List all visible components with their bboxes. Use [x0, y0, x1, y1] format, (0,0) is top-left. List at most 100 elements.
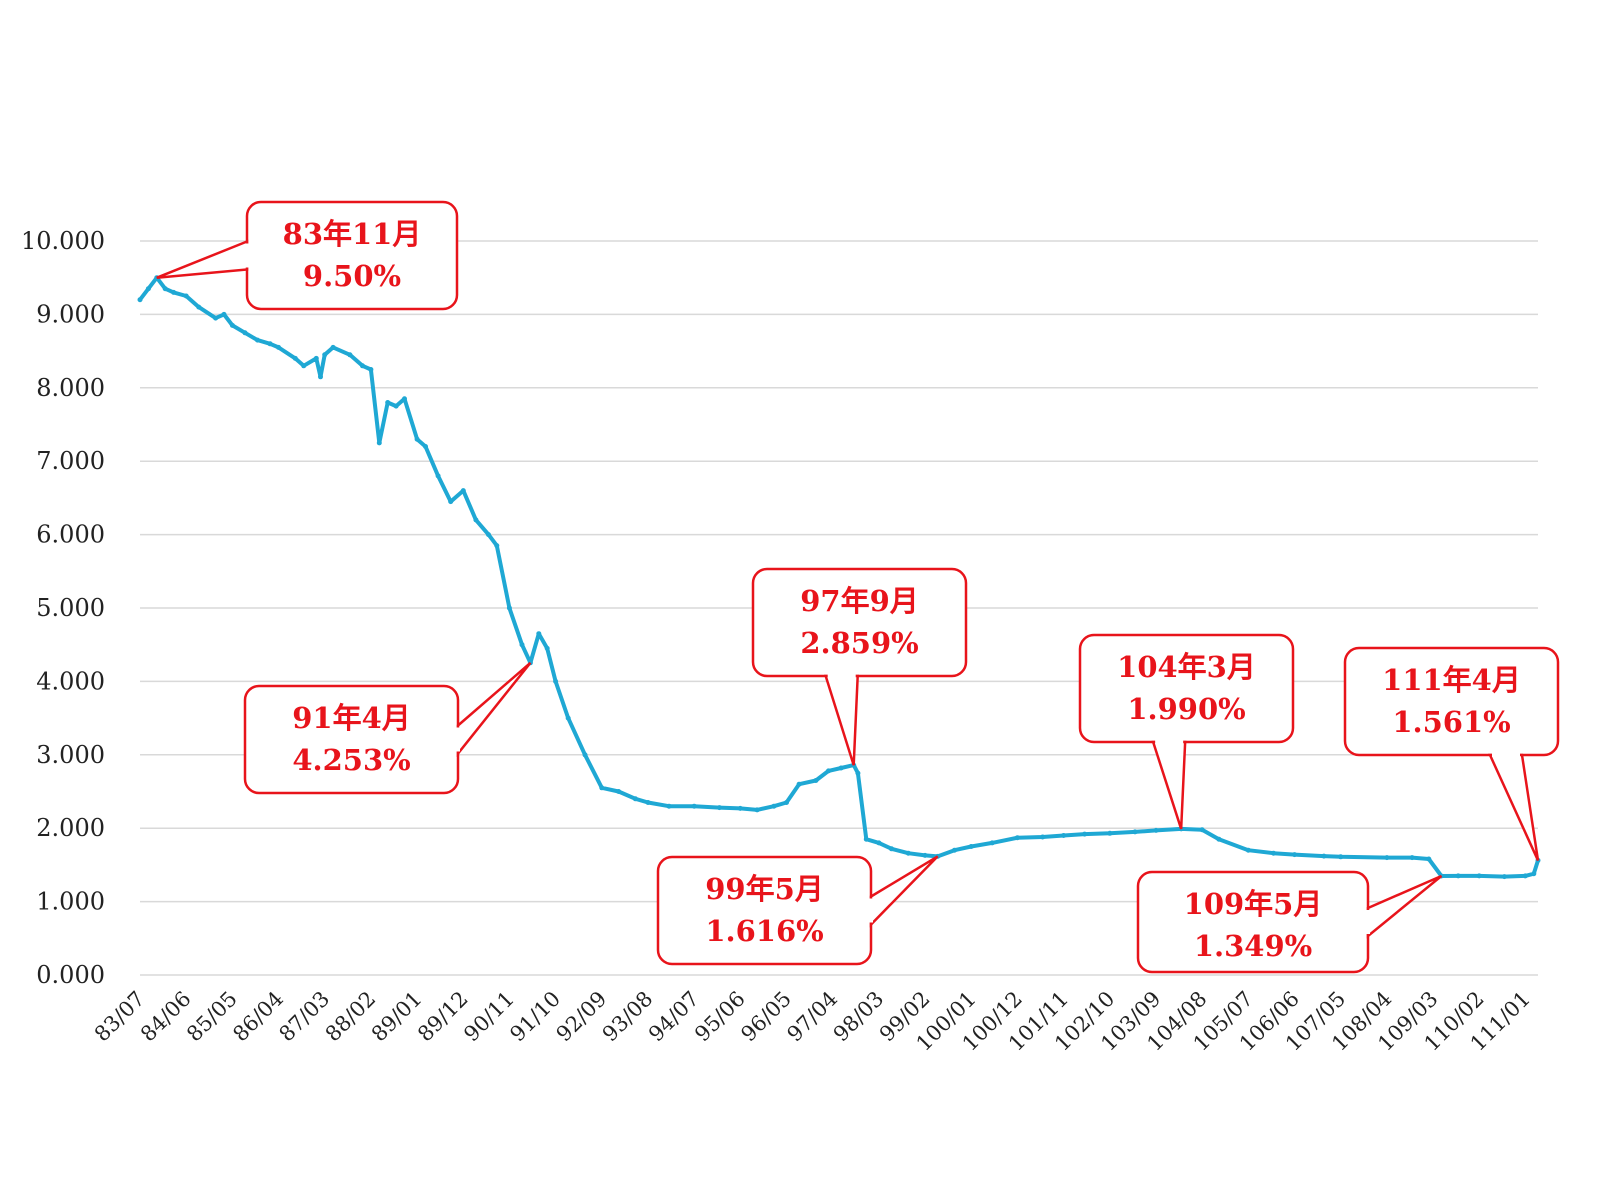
callout-pointer: [1151, 740, 1187, 830]
data-point: [737, 805, 743, 811]
x-tick-label: 92/09: [552, 987, 612, 1047]
data-point: [1040, 834, 1046, 840]
data-point: [632, 796, 638, 802]
data-point: [435, 473, 441, 479]
callout-pointer: [456, 661, 532, 758]
data-point: [1245, 847, 1251, 853]
x-tick-label: 86/04: [228, 987, 288, 1047]
y-tick-label: 1.000: [36, 888, 105, 916]
data-point: [968, 844, 974, 849]
data-point: [376, 440, 382, 446]
data-point: [423, 444, 428, 449]
data-point: [1199, 827, 1205, 833]
callout-pointer: [869, 855, 939, 928]
callout-box: [1343, 646, 1560, 757]
data-point: [414, 436, 420, 442]
data-point: [276, 344, 281, 350]
data-point: [385, 400, 391, 405]
callout-pointer: [823, 674, 860, 766]
callout-value: 1.349%: [1194, 929, 1312, 963]
y-tick-label: 6.000: [36, 521, 105, 549]
x-tick-label: 93/08: [598, 987, 658, 1047]
data-point: [267, 341, 273, 347]
data-point: [771, 803, 777, 809]
callout: 83年11月 9.50%: [156, 200, 459, 311]
data-point: [855, 770, 861, 776]
x-tick-label: 85/05: [182, 987, 242, 1047]
data-point: [229, 322, 235, 328]
data-point: [645, 800, 651, 805]
data-point: [889, 846, 894, 852]
data-point: [666, 803, 672, 809]
data-point: [494, 543, 500, 549]
data-point: [691, 803, 697, 809]
callout: 99年5月 1.616%: [656, 855, 939, 966]
callouts: 83年11月 9.50% 91年4月 4.253% 97年9月 2.859% 99年5月 1.…: [156, 200, 1560, 974]
callout-date: 111年4月: [1382, 663, 1521, 697]
x-tick-label: 97/04: [782, 987, 842, 1047]
data-point: [1132, 829, 1138, 835]
data-point: [360, 363, 365, 369]
x-tick-label: 89/12: [413, 987, 473, 1047]
data-point: [826, 768, 831, 774]
data-point: [876, 840, 882, 846]
data-point: [221, 311, 227, 317]
data-point: [599, 785, 605, 791]
y-tick-label: 3.000: [36, 741, 105, 769]
data-point: [322, 352, 328, 358]
data-point: [519, 642, 525, 648]
series-group: [137, 275, 1541, 880]
y-tick-label: 4.000: [36, 667, 105, 695]
data-point: [1455, 873, 1461, 879]
data-point: [506, 605, 512, 611]
data-point: [330, 344, 336, 350]
callout-date: 104年3月: [1117, 650, 1256, 684]
callout-date: 91年4月: [292, 701, 411, 735]
x-tick-label: 83/07: [90, 987, 150, 1047]
data-point: [183, 293, 189, 299]
y-tick-label: 10.000: [21, 227, 105, 255]
y-tick-label: 7.000: [36, 447, 105, 475]
data-point: [784, 800, 789, 805]
callout-date: 99年5月: [705, 872, 824, 906]
data-point: [536, 631, 542, 637]
data-point: [402, 396, 407, 402]
data-point: [1426, 856, 1432, 862]
y-tick-label: 5.000: [36, 594, 105, 622]
data-point: [313, 355, 319, 361]
data-point: [473, 517, 479, 523]
data-point: [301, 363, 307, 369]
data-point: [1082, 831, 1088, 837]
data-point: [1014, 835, 1020, 841]
data-point: [1321, 853, 1327, 859]
data-point: [213, 315, 219, 321]
y-tick-label: 0.000: [36, 961, 105, 989]
callout-pointer: [1488, 753, 1540, 861]
data-point: [796, 781, 802, 787]
data-point: [905, 850, 911, 856]
data-point: [989, 840, 995, 846]
callout-pointer: [1366, 874, 1443, 939]
data-point: [1153, 827, 1159, 833]
data-point: [952, 847, 957, 853]
data-point: [1216, 836, 1222, 842]
data-point: [347, 352, 353, 358]
data-point: [1409, 855, 1415, 861]
data-point: [145, 286, 151, 292]
callout-box: [1078, 633, 1295, 744]
data-point: [616, 789, 622, 794]
data-point: [448, 499, 454, 505]
x-tick-label: 90/11: [459, 987, 519, 1047]
data-point: [368, 367, 374, 372]
data-point: [553, 678, 559, 684]
series-line: [138, 275, 1540, 879]
callout-value: 2.859%: [800, 626, 918, 660]
y-axis-ticks: 0.000 1.000 2.000 3.000 4.000 5.000 6.000 7.000…: [21, 227, 105, 989]
data-point: [318, 374, 323, 380]
x-tick-label: 95/06: [690, 987, 750, 1047]
data-point: [544, 645, 550, 651]
y-tick-label: 9.000: [36, 300, 105, 328]
data-point: [196, 304, 202, 310]
data-point: [754, 807, 760, 813]
